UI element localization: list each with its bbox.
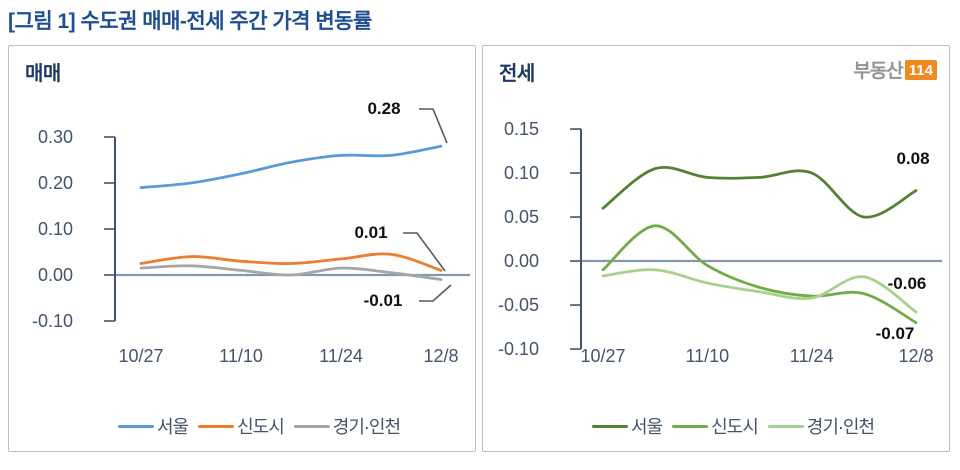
x-tick-label: 10/27 bbox=[580, 346, 625, 366]
legend-label-gyeonggi-incheon: 경기·인천 bbox=[332, 417, 401, 437]
legend-item-sindosi: 신도시 bbox=[672, 413, 759, 439]
y-tick-label: 0.15 bbox=[504, 119, 539, 139]
series-line-seoul bbox=[139, 144, 443, 189]
legend-jeonse: 서울 신도시 경기·인천 bbox=[483, 413, 949, 439]
legend-label-gyeonggi-incheon: 경기·인천 bbox=[806, 417, 875, 437]
series-end-label-gyeonggi-incheon: -0.01 bbox=[364, 291, 403, 310]
legend-label-seoul: 서울 bbox=[156, 417, 189, 437]
chart-panels: 0.30 0.20 0.10 0.00 -0.10 10/27 11/10 11/24 12/8… bbox=[0, 45, 960, 452]
legend-item-sindosi: 신도시 bbox=[198, 413, 285, 439]
panel-maemae: 0.30 0.20 0.10 0.00 -0.10 10/27 11/10 11/24 12/8… bbox=[8, 45, 476, 452]
budongsan114-logo: 부동산 114 bbox=[853, 56, 937, 83]
series-end-label-sindosi: -0.07 bbox=[876, 324, 915, 343]
y-tick-label: 0.10 bbox=[38, 219, 73, 239]
logo-text: 부동산 bbox=[853, 61, 903, 82]
legend-maemae: 서울 신도시 경기·인천 bbox=[9, 413, 475, 439]
y-tick-label: 0.10 bbox=[504, 163, 539, 183]
x-tick-label: 11/24 bbox=[319, 346, 363, 366]
x-tick-label: 12/8 bbox=[898, 346, 933, 366]
logo-badge-114: 114 bbox=[904, 59, 937, 80]
series-line-sindosi bbox=[139, 252, 443, 272]
legend-swatch-sindosi bbox=[198, 424, 235, 428]
legend-item-gyeonggi-incheon: 경기·인천 bbox=[293, 413, 401, 439]
legend-item-seoul: 서울 bbox=[117, 413, 189, 439]
y-tick-label: 0.05 bbox=[504, 207, 539, 227]
callout-line-sindosi bbox=[403, 232, 446, 272]
x-tick-label: 11/10 bbox=[219, 346, 263, 366]
series-end-label-gyeonggi-incheon: -0.06 bbox=[888, 274, 927, 293]
x-tick-label: 12/8 bbox=[423, 346, 458, 366]
y-tick-label: 0.30 bbox=[38, 127, 73, 147]
y-tick-label: -0.10 bbox=[498, 339, 539, 359]
y-tick-label: 0.00 bbox=[504, 251, 539, 271]
series-line-seoul bbox=[601, 166, 918, 219]
series-line-gyeonggi-incheon bbox=[139, 264, 443, 281]
series-end-label-seoul: 0.08 bbox=[896, 149, 929, 168]
y-tick-label: 0.00 bbox=[38, 265, 73, 285]
panel-jeonse: 0.15 0.10 0.05 0.00 -0.05 -0.10 10/27 11/10 11/2… bbox=[482, 45, 950, 452]
legend-swatch-seoul bbox=[591, 424, 628, 428]
legend-swatch-gyeonggi-incheon bbox=[293, 424, 330, 428]
chart-title-jeonse: 전세 bbox=[499, 63, 535, 85]
x-tick-label: 10/27 bbox=[118, 346, 163, 366]
x-tick-label: 11/24 bbox=[790, 346, 834, 366]
legend-label-sindosi: 신도시 bbox=[711, 417, 759, 437]
line-chart-maemae: 0.30 0.20 0.10 0.00 -0.10 10/27 11/10 11/24 12/8… bbox=[32, 99, 470, 366]
series-line-sindosi bbox=[601, 224, 918, 324]
legend-item-seoul: 서울 bbox=[591, 413, 663, 439]
line-chart-jeonse: 0.15 0.10 0.05 0.00 -0.05 -0.10 10/27 11/10 11/2… bbox=[498, 119, 942, 366]
y-tick-label: 0.20 bbox=[38, 173, 73, 193]
callout-line-seoul bbox=[419, 108, 448, 144]
x-tick-label: 11/10 bbox=[685, 346, 729, 366]
legend-swatch-gyeonggi-incheon bbox=[767, 424, 804, 428]
y-tick-label: -0.10 bbox=[32, 311, 73, 331]
series-line-gyeonggi-incheon bbox=[601, 268, 918, 314]
callout-line-gyeonggi-incheon bbox=[419, 284, 452, 302]
legend-swatch-sindosi bbox=[672, 424, 709, 428]
figure-title: [그림 1] 수도권 매매-전세 주간 가격 변동률 bbox=[8, 10, 372, 33]
chart-title-maemae: 매매 bbox=[25, 63, 61, 85]
legend-item-gyeonggi-incheon: 경기·인천 bbox=[767, 413, 875, 439]
legend-label-sindosi: 신도시 bbox=[237, 417, 285, 437]
y-tick-label: -0.05 bbox=[498, 295, 539, 315]
series-end-label-sindosi: 0.01 bbox=[354, 223, 387, 242]
legend-label-seoul: 서울 bbox=[630, 417, 663, 437]
series-end-label-seoul: 0.28 bbox=[367, 99, 400, 118]
legend-swatch-seoul bbox=[117, 424, 154, 428]
